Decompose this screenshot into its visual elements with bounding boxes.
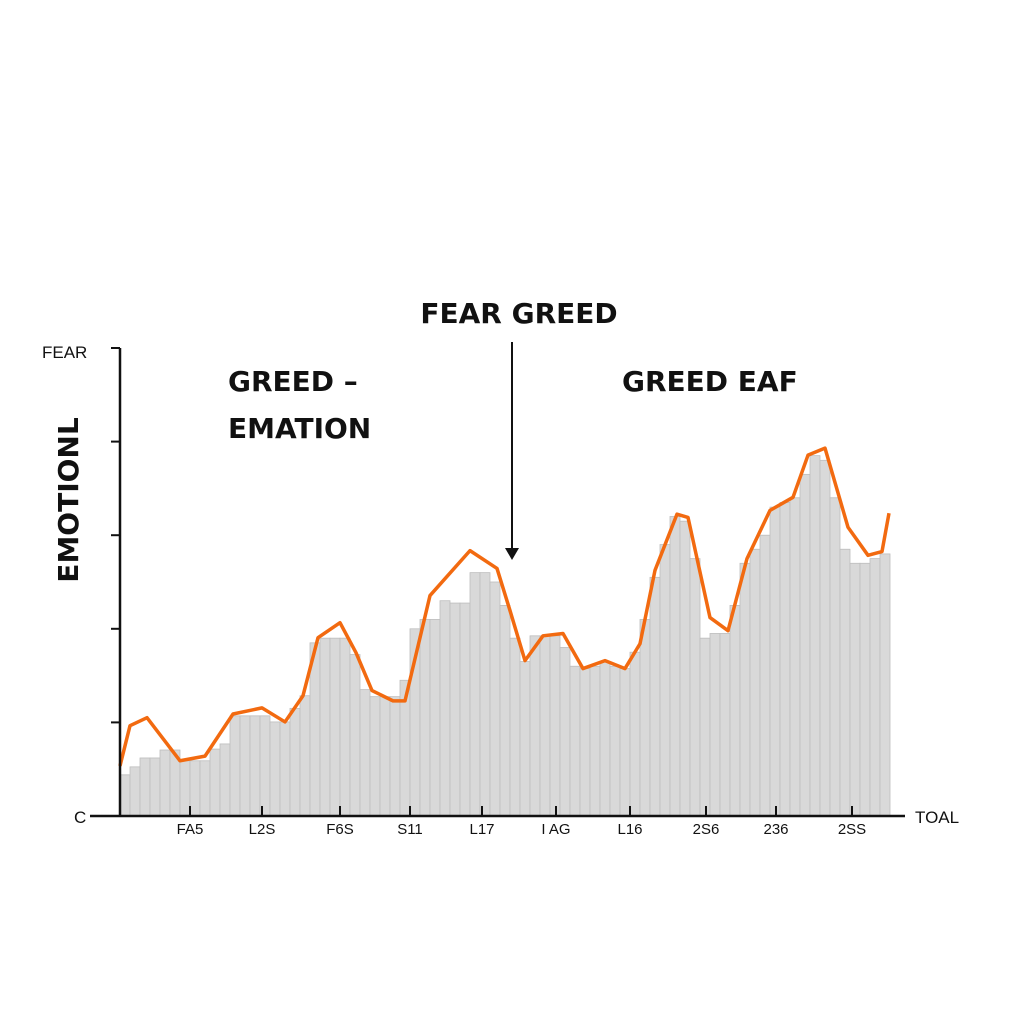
bar bbox=[299, 695, 311, 817]
bar bbox=[879, 553, 891, 817]
bar bbox=[129, 766, 141, 817]
bar bbox=[219, 743, 231, 817]
bar bbox=[649, 576, 661, 817]
bar bbox=[279, 721, 291, 817]
bar bbox=[479, 572, 491, 817]
bar bbox=[459, 602, 471, 817]
bar bbox=[189, 760, 201, 817]
bar bbox=[619, 668, 631, 817]
bar bbox=[849, 562, 861, 817]
x-ticks: FA5 L2S F6S S11 L17 I AG L16 2S6 236 2SS bbox=[177, 806, 866, 838]
bar bbox=[429, 619, 441, 817]
bar bbox=[809, 455, 821, 817]
bar bbox=[549, 635, 561, 817]
bar bbox=[229, 715, 241, 817]
bar bbox=[469, 572, 481, 817]
bar bbox=[179, 760, 191, 817]
bar bbox=[609, 665, 621, 817]
bar bbox=[869, 558, 881, 817]
bar bbox=[699, 637, 711, 817]
bar bbox=[589, 665, 601, 817]
y-axis-label: EMOTIONL bbox=[52, 417, 85, 583]
bar bbox=[139, 757, 151, 817]
bar bbox=[719, 633, 731, 817]
bar bbox=[749, 548, 761, 817]
y-ticks bbox=[111, 347, 120, 817]
bar bbox=[669, 516, 681, 817]
bar bbox=[329, 637, 341, 817]
x-tick-label: 2S6 bbox=[693, 821, 720, 838]
x-tick-label: L16 bbox=[617, 821, 642, 838]
bar bbox=[489, 581, 501, 817]
bar bbox=[819, 459, 831, 817]
bar bbox=[829, 497, 841, 817]
y-bottom-label: C bbox=[74, 808, 86, 827]
bar bbox=[289, 707, 301, 817]
bar bbox=[789, 497, 801, 817]
bar bbox=[859, 562, 871, 817]
bar bbox=[689, 558, 701, 817]
bar bbox=[659, 544, 671, 817]
bar bbox=[499, 605, 511, 817]
bar bbox=[439, 600, 451, 817]
bar bbox=[639, 619, 651, 817]
x-axis-label: TOAL bbox=[915, 808, 959, 827]
bar bbox=[759, 534, 771, 817]
annotation-fear-greed: FEAR GREED bbox=[420, 297, 617, 330]
bar bbox=[679, 520, 691, 817]
bar bbox=[769, 506, 781, 817]
bar bbox=[559, 647, 571, 817]
bar bbox=[709, 633, 721, 817]
bar bbox=[359, 689, 371, 817]
bar bbox=[379, 696, 391, 817]
y-top-label: FEAR bbox=[42, 343, 87, 362]
bar bbox=[779, 502, 791, 817]
annotation-arrow-head-icon bbox=[505, 548, 519, 560]
bar bbox=[839, 548, 851, 817]
x-tick-label: 2SS bbox=[838, 821, 866, 838]
bar bbox=[539, 635, 551, 817]
bar bbox=[729, 605, 741, 817]
bar bbox=[369, 696, 381, 817]
x-tick-label: S11 bbox=[397, 821, 423, 838]
bar bbox=[119, 774, 131, 817]
bar bbox=[419, 619, 431, 817]
bar bbox=[529, 635, 541, 817]
bar bbox=[149, 757, 161, 817]
bar bbox=[629, 651, 641, 817]
x-tick-label: I AG bbox=[541, 821, 570, 838]
bar bbox=[239, 715, 251, 817]
bar bbox=[319, 637, 331, 817]
bar bbox=[249, 715, 261, 817]
bar bbox=[389, 696, 401, 817]
bar bbox=[339, 637, 351, 817]
bar bbox=[519, 661, 531, 817]
bar bbox=[569, 665, 581, 817]
bar bbox=[509, 637, 521, 817]
annotation-greed-1: GREED – bbox=[228, 365, 358, 398]
bar bbox=[199, 760, 211, 817]
bar bbox=[209, 748, 221, 817]
bars-group bbox=[119, 455, 891, 817]
bar bbox=[739, 562, 751, 817]
bar bbox=[269, 721, 281, 817]
bar bbox=[259, 715, 271, 817]
x-tick-label: F6S bbox=[326, 821, 354, 838]
bar bbox=[349, 654, 361, 817]
annotation-greed-eaf: GREED EAF bbox=[622, 365, 798, 398]
x-tick-label: L2S bbox=[249, 821, 276, 838]
x-tick-label: L17 bbox=[469, 821, 494, 838]
emotion-line bbox=[118, 446, 891, 767]
x-tick-label: FA5 bbox=[177, 821, 204, 838]
annotation-emation: EMATION bbox=[228, 412, 371, 445]
bar bbox=[579, 668, 591, 817]
bar bbox=[799, 473, 811, 817]
bar bbox=[449, 602, 461, 817]
bar bbox=[599, 661, 611, 817]
x-tick-label: 236 bbox=[763, 821, 788, 838]
bar bbox=[159, 749, 171, 817]
